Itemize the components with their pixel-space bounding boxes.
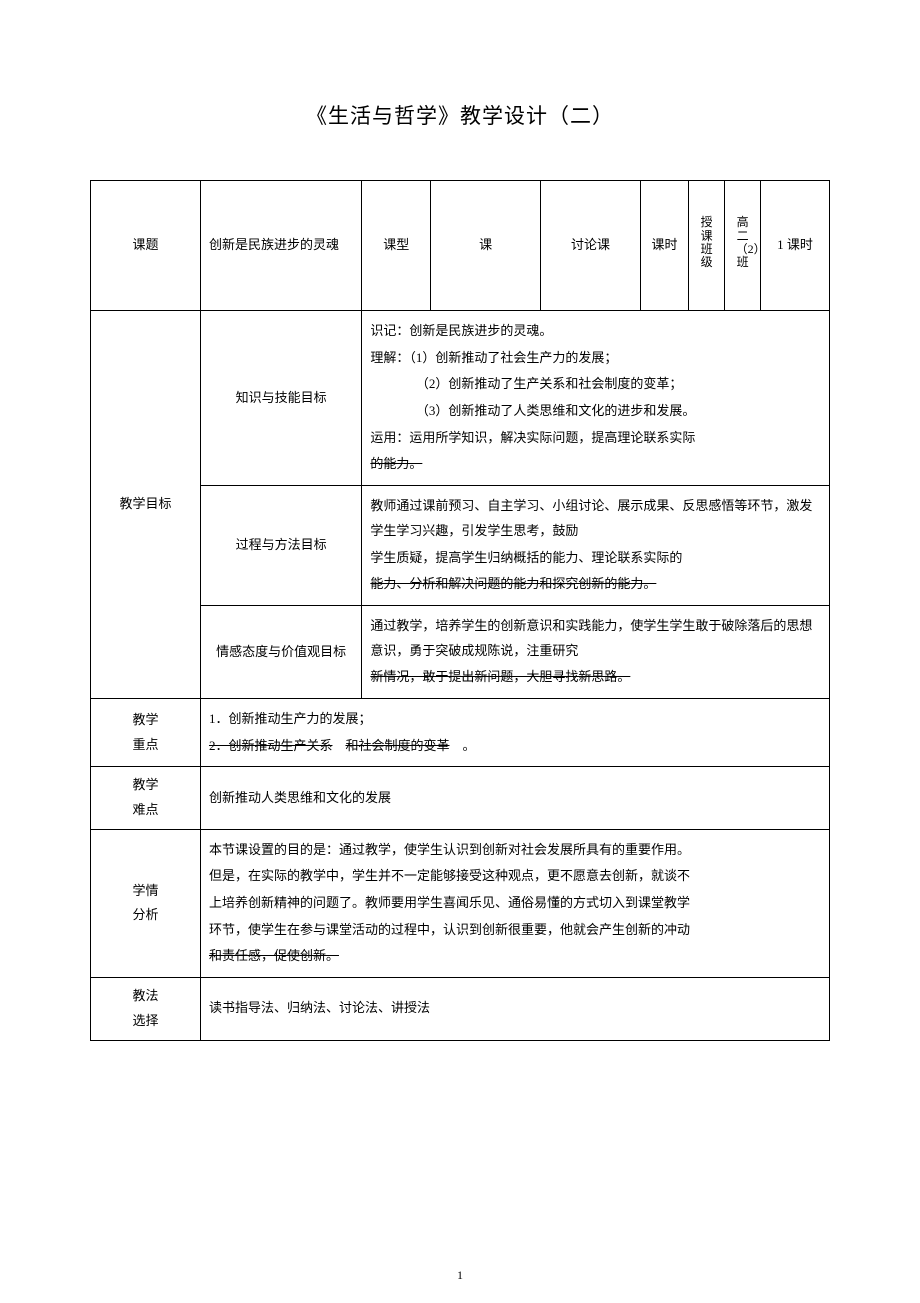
knowledge-content: 识记：创新是民族进步的灵魂。 理解：（1）创新推动了社会生产力的发展； （2）创… <box>362 311 830 486</box>
label-period: 课时 <box>640 181 688 311</box>
difficulty-content: 创新推动人类思维和文化的发展 <box>200 767 829 829</box>
keypoint-content: 1．创新推动生产力的发展； 2．创新推动生产关系 和社会制度的变革 。 <box>200 698 829 766</box>
period-value: 1 课时 <box>761 181 830 311</box>
label-analysis: 学情 分析 <box>91 829 201 977</box>
teach-class-label: 授课班级 <box>689 181 725 311</box>
class-value: 高二（2）班 <box>725 181 761 311</box>
process-content: 教师通过课前预习、自主学习、小组讨论、展示成果、反思感悟等环节，激发学生学习兴趣… <box>362 486 830 606</box>
label-goals: 教学目标 <box>91 311 201 699</box>
type-value: 课 <box>431 181 541 311</box>
keypoint-l2a: 2．创新推动生产关系 <box>209 738 333 753</box>
label-topic: 课题 <box>91 181 201 311</box>
label-emotion: 情感态度与价值观目标 <box>200 605 361 698</box>
knowledge-l2: 理解：（1）创新推动了社会生产力的发展； <box>370 346 821 371</box>
process-l1: 教师通过课前预习、自主学习、小组讨论、展示成果、反思感悟等环节，激发学生学习兴趣… <box>370 494 821 543</box>
keypoint-l2c: 。 <box>463 738 476 753</box>
knowledge-l6: 的能力。 <box>370 452 821 477</box>
topic-value: 创新是民族进步的灵魂 <box>200 181 361 311</box>
discussion-value: 讨论课 <box>541 181 641 311</box>
emotion-l1: 通过教学，培养学生的创新意识和实践能力，使学生学生敢于破除落后的思想意识，勇于突… <box>370 614 821 663</box>
process-l2: 学生质疑，提高学生归纳概括的能力、理论联系实际的 <box>370 546 821 571</box>
label-difficulty: 教学 难点 <box>91 767 201 829</box>
doc-title: 《生活与哲学》教学设计（二） <box>90 100 830 130</box>
knowledge-l4: （3）创新推动了人类思维和文化的进步和发展。 <box>370 399 821 424</box>
analysis-l5: 和责任感，促使创新。 <box>209 944 821 969</box>
keypoint-l2: 2．创新推动生产关系 和社会制度的变革 。 <box>209 734 821 759</box>
method-content: 读书指导法、归纳法、讨论法、讲授法 <box>200 978 829 1040</box>
knowledge-l3: （2）创新推动了生产关系和社会制度的变革； <box>370 372 821 397</box>
page-number: 1 <box>0 1268 920 1283</box>
label-keypoint: 教学 重点 <box>91 698 201 766</box>
process-l3: 能力、分析和解决问题的能力和探究创新的能力。 <box>370 572 821 597</box>
emotion-content: 通过教学，培养学生的创新意识和实践能力，使学生学生敢于破除落后的思想意识，勇于突… <box>362 605 830 698</box>
knowledge-l1: 识记：创新是民族进步的灵魂。 <box>370 319 821 344</box>
label-knowledge: 知识与技能目标 <box>200 311 361 486</box>
knowledge-l5: 运用：运用所学知识，解决实际问题，提高理论联系实际 <box>370 426 821 451</box>
keypoint-l2b: 和社会制度的变革 <box>345 738 449 753</box>
emotion-l2: 新情况，敢于提出新问题，大胆寻找新思路。 <box>370 665 821 690</box>
analysis-content: 本节课设置的目的是：通过教学，使学生认识到创新对社会发展所具有的重要作用。 但是… <box>200 829 829 977</box>
analysis-l1: 本节课设置的目的是：通过教学，使学生认识到创新对社会发展所具有的重要作用。 <box>209 838 821 863</box>
analysis-l2: 但是，在实际的教学中，学生并不一定能够接受这种观点，更不愿意去创新，就谈不 <box>209 864 821 889</box>
label-type: 课型 <box>362 181 431 311</box>
analysis-l3: 上培养创新精神的问题了。教师要用学生喜闻乐见、通俗易懂的方式切入到课堂教学 <box>209 891 821 916</box>
label-method: 教法 选择 <box>91 978 201 1040</box>
label-process: 过程与方法目标 <box>200 486 361 606</box>
analysis-l4: 环节，使学生在参与课堂活动的过程中，认识到创新很重要，他就会产生创新的冲动 <box>209 918 821 943</box>
keypoint-l1: 1．创新推动生产力的发展； <box>209 707 821 732</box>
lesson-plan-table: 课题 创新是民族进步的灵魂 课型 课 讨论课 课时 授课班级 高二（2）班 1 … <box>90 180 830 1041</box>
